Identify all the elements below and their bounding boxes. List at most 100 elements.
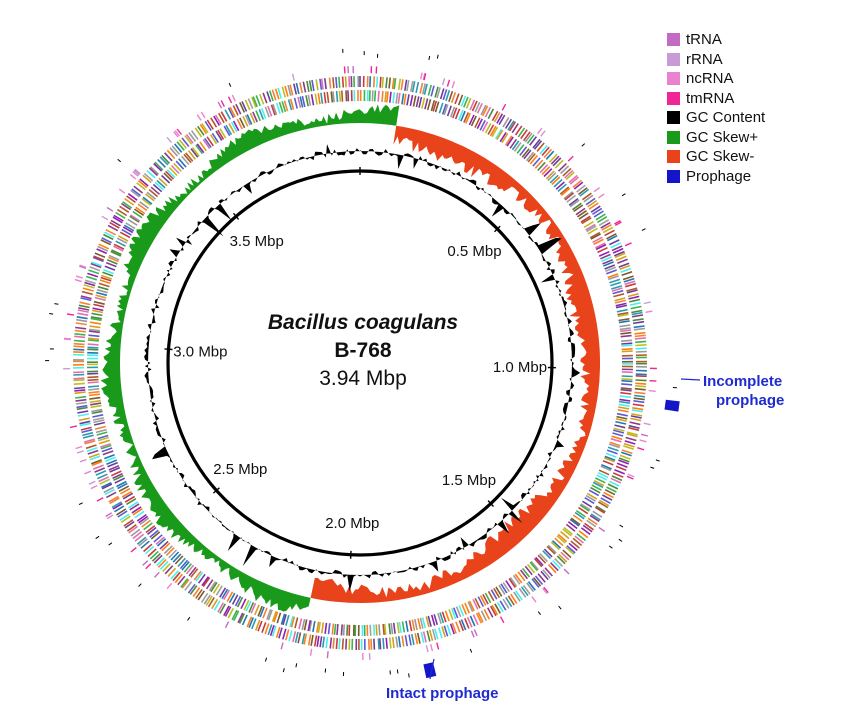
feature-stripe (316, 635, 320, 647)
feature-stripe (89, 328, 101, 332)
feature-stripe (619, 264, 631, 271)
rna-marker (224, 621, 230, 629)
feature-stripe (621, 344, 633, 347)
feature-stripe (333, 623, 337, 635)
feature-stripe (170, 164, 180, 175)
legend-label: rRNA (686, 50, 723, 68)
feature-stripe (284, 85, 289, 97)
rna-marker (88, 480, 96, 485)
feature-stripe (150, 186, 161, 195)
feature-stripe (109, 497, 120, 505)
feature-stripe (114, 477, 126, 484)
feature-stripe (612, 289, 624, 295)
feature-stripe (98, 282, 110, 288)
feature-stripe (489, 125, 497, 137)
feature-stripe (588, 489, 600, 497)
feature-stripe (502, 581, 510, 593)
feature-stripe (298, 618, 303, 630)
feature-stripe (527, 581, 536, 591)
feature-stripe (586, 225, 597, 233)
rna-marker (145, 563, 152, 570)
feature-stripe (319, 636, 323, 648)
rna-marker (106, 206, 114, 212)
feature-stripe (628, 295, 640, 300)
feature-stripe (306, 80, 310, 92)
feature-stripe (124, 198, 135, 206)
feature-stripe (103, 486, 114, 494)
feature-stripe (97, 434, 109, 440)
rna-marker (106, 514, 114, 520)
feature-stripe (248, 602, 255, 613)
feature-stripe (622, 275, 634, 281)
feature-stripe (78, 304, 90, 309)
outer-tick (608, 545, 613, 549)
feature-stripe (411, 619, 416, 631)
rna-marker (598, 526, 606, 532)
feature-stripe (176, 141, 185, 151)
feature-stripe (150, 531, 161, 540)
feature-stripe (392, 622, 396, 634)
rna-marker (640, 433, 649, 437)
feature-stripe (237, 612, 244, 624)
feature-stripe (609, 441, 621, 447)
feature-stripe (233, 610, 240, 622)
feature-stripe (89, 321, 102, 325)
feature-stripe (621, 339, 633, 342)
feature-stripe (617, 311, 629, 316)
feature-stripe (199, 141, 207, 152)
feature-stripe (410, 80, 414, 92)
feature-stripe (426, 630, 431, 642)
rna-marker (227, 96, 233, 104)
feature-stripe (489, 605, 497, 617)
feature-stripe (586, 492, 598, 500)
feature-stripe (545, 170, 555, 180)
feature-stripe (299, 96, 304, 108)
feature-stripe (215, 585, 223, 596)
feature-stripe (267, 609, 273, 621)
feature-stripe (78, 307, 90, 311)
feature-stripe (499, 600, 507, 611)
feature-stripe (457, 94, 464, 106)
feature-stripe (98, 476, 109, 483)
feature-stripe (231, 594, 239, 605)
feature-stripe (506, 136, 514, 147)
feature-stripe (527, 153, 536, 163)
feature-stripe (281, 86, 287, 98)
feature-stripe (112, 502, 123, 510)
rna-marker (543, 586, 549, 594)
feature-stripe (589, 231, 601, 239)
feature-stripe (580, 503, 591, 511)
feature-stripe (246, 114, 253, 125)
feature-stripe (127, 218, 138, 226)
feature-stripe (614, 424, 626, 429)
feature-stripe (88, 337, 100, 341)
feature-stripe (422, 631, 427, 643)
feature-stripe (224, 109, 232, 120)
feature-stripe (113, 474, 124, 482)
feature-stripe (145, 525, 156, 534)
feature-stripe (149, 166, 160, 175)
outer-tick (537, 611, 541, 616)
feature-stripe (273, 611, 279, 623)
feature-stripe (116, 480, 127, 488)
feature-stripe (335, 76, 338, 89)
feature-stripe (582, 500, 593, 508)
feature-stripe (508, 578, 516, 588)
feature-stripe (111, 501, 122, 509)
feature-stripe (139, 201, 150, 209)
feature-stripe (187, 150, 197, 160)
feature-stripe (609, 278, 621, 284)
feature-stripe (323, 92, 327, 104)
feature-stripe (618, 320, 630, 324)
feature-stripe (305, 95, 309, 107)
feature-stripe (190, 130, 199, 140)
incomplete-prophage-label-line1: Incomplete (703, 373, 782, 390)
feature-stripe (562, 167, 572, 177)
feature-stripe (327, 623, 331, 635)
feature-stripe (308, 80, 313, 92)
feature-stripe (608, 275, 619, 281)
feature-stripe (600, 465, 612, 472)
feature-stripe (219, 603, 226, 614)
feature-stripe (87, 339, 99, 342)
feature-stripe (476, 118, 483, 130)
